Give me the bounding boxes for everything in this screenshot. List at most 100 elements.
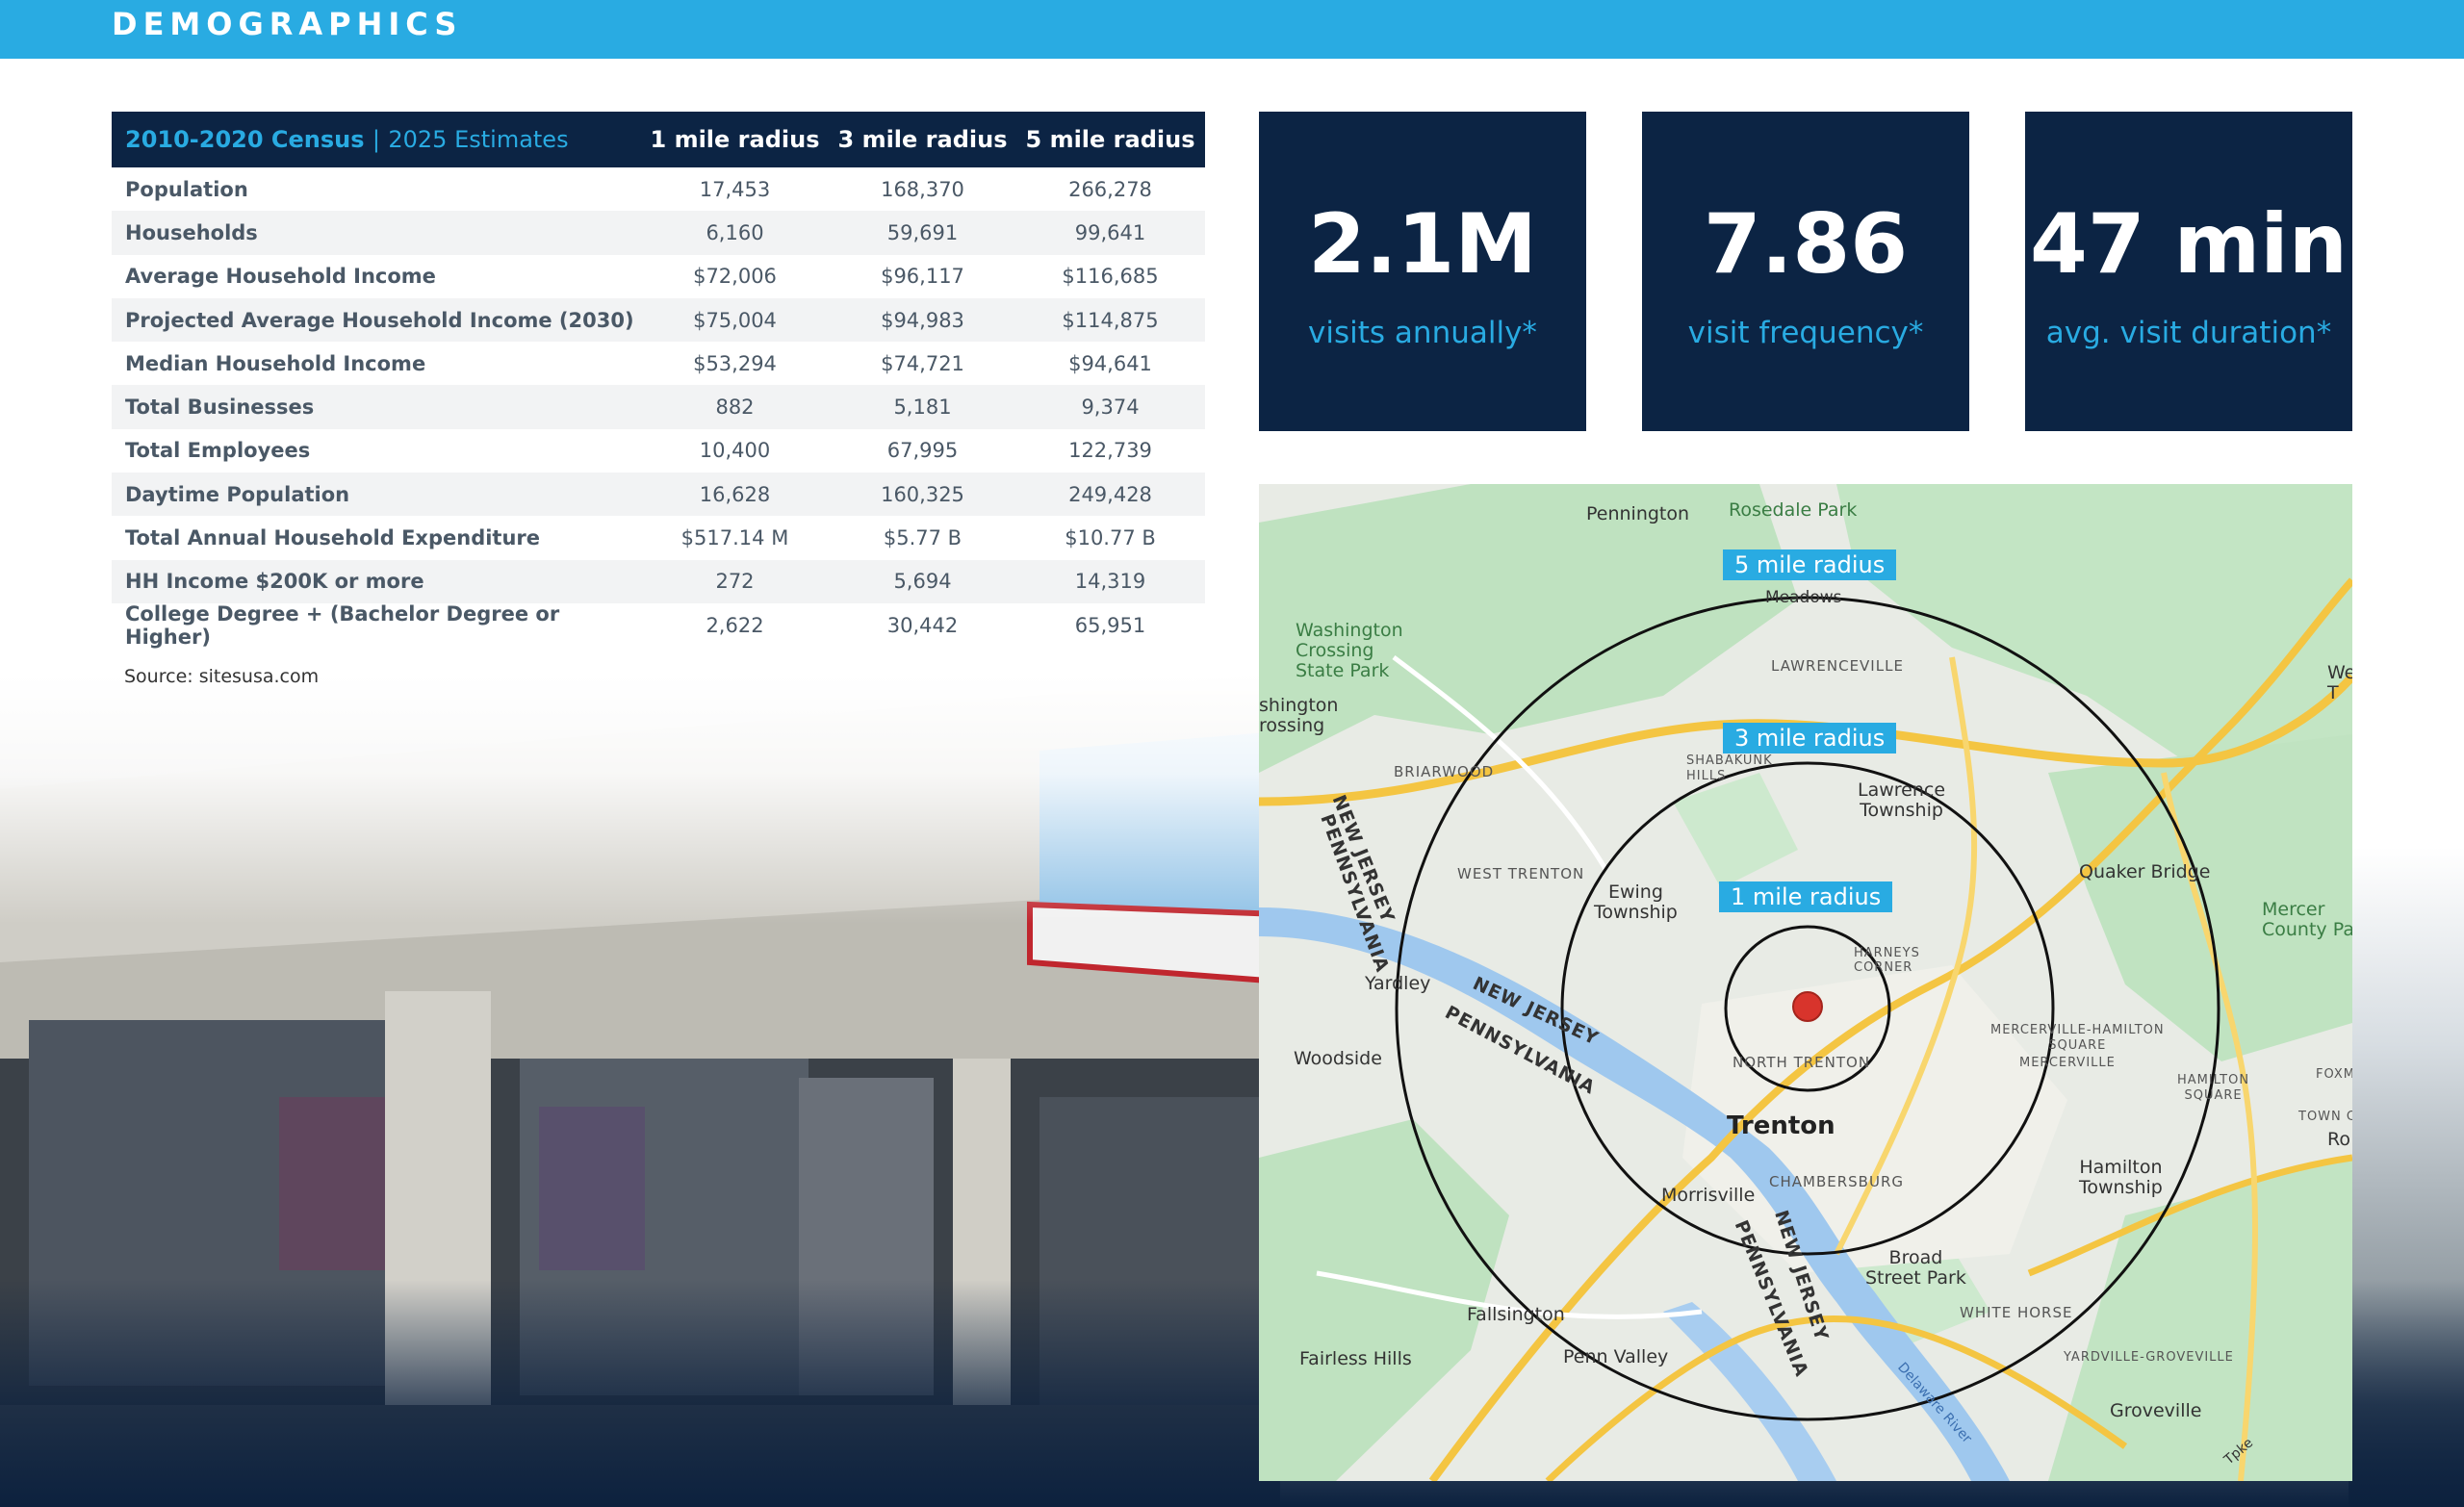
col-5mile: 5 mile radius [1025,126,1195,153]
cell-3mile: $94,983 [881,308,964,332]
page-title: DEMOGRAPHICS [112,6,463,42]
row-label: Total Businesses [125,396,315,420]
table-row: Average Household Income $72,006 $96,117 $1… [112,255,1205,298]
cell-5mile: 249,428 [1068,482,1152,506]
stat-card-frequency: 7.86 visit frequency* [1642,112,1969,431]
row-label: HH Income $200K or more [125,570,424,594]
radius-tag-3mile: 3 mile radius [1723,723,1897,754]
census-label: 2010-2020 Census [125,126,365,153]
cell-5mile: 65,951 [1074,613,1146,637]
row-label: Median Household Income [125,351,426,375]
table-row: Daytime Population 16,628 160,325 249,428 [112,473,1205,517]
table-header: 2010-2020 Census | 2025 Estimates 1 mile… [112,112,1205,167]
stat-card-duration: 47 min avg. visit duration* [2025,112,2352,431]
map-label: Yardley [1365,973,1431,994]
map-label: Fallsington [1467,1304,1565,1325]
table-header-title: 2010-2020 Census | 2025 Estimates [112,126,641,153]
map-label: MERCERVILLE [2019,1056,2116,1070]
map-label: Mercer County Pa [2262,899,2352,940]
map-label: Hamilton Township [2079,1157,2163,1198]
source-note: Source: sitesusa.com [124,666,320,687]
header-bar: DEMOGRAPHICS [0,0,2464,59]
cell-1mile: $75,004 [693,308,777,332]
cell-5mile: 9,374 [1081,396,1140,420]
map-label: WEST TRENTON [1457,865,1585,882]
cell-5mile: 99,641 [1074,220,1146,244]
cell-3mile: 67,995 [886,439,959,463]
stat-value: 7.86 [1703,196,1909,293]
table-row: Population 17,453 168,370 266,278 [112,167,1205,211]
cell-3mile: $74,721 [881,351,964,375]
stat-label: visits annually* [1308,316,1537,350]
cell-5mile: 14,319 [1074,570,1146,594]
row-label: Daytime Population [125,482,350,506]
cell-3mile: $5.77 B [883,526,962,550]
stat-value: 2.1M [1308,196,1537,293]
map-label: Penn Valley [1563,1346,1669,1367]
demographics-table: 2010-2020 Census | 2025 Estimates 1 mile… [112,112,1205,649]
stat-card-visits: 2.1M visits annually* [1259,112,1586,431]
col-3mile: 3 mile radius [837,126,1008,153]
row-label: Average Household Income [125,265,436,289]
map-label: NORTH TRENTON [1732,1054,1871,1071]
row-label: Projected Average Household Income (2030… [125,308,634,332]
col-1mile: 1 mile radius [650,126,820,153]
cell-3mile: $96,117 [881,265,964,289]
map-label: Rosedale Park [1729,499,1858,521]
cell-1mile: 272 [715,570,755,594]
cell-1mile: 6,160 [706,220,764,244]
map-label: HARNEYS CORNER [1854,946,1920,975]
map-label: YARDVILLE-GROVEVILLE [2064,1350,2234,1365]
map-label: Woodside [1294,1048,1382,1069]
radius-map[interactable]: 5 mile radius 3 mile radius 1 mile radiu… [1259,484,2352,1481]
cell-1mile: 2,622 [706,613,764,637]
map-label: Fairless Hills [1299,1348,1412,1369]
map-label: FOXM [2316,1067,2352,1082]
map-label: Pennington [1586,503,1690,524]
cell-5mile: $10.77 B [1065,526,1156,550]
row-label: Households [125,220,258,244]
cell-3mile: 160,325 [881,482,964,506]
map-label: MERCERVILLE-HAMILTON SQUARE [1990,1023,2165,1053]
map-label: LAWRENCEVILLE [1771,657,1904,675]
map-label: SHABAKUNK HILLS [1686,754,1773,783]
map-label: Morrisville [1661,1185,1756,1206]
cell-1mile: $53,294 [693,351,777,375]
map-label: We T [2327,662,2352,703]
row-label: College Degree + (Bachelor Degree or Hig… [125,601,560,649]
map-label: HAMILTON SQUARE [2177,1073,2250,1103]
map-label: Quaker Bridge [2079,861,2211,882]
cell-5mile: $114,875 [1062,308,1159,332]
map-label: BRIARWOOD [1394,763,1495,780]
cell-3mile: 5,181 [893,396,952,420]
table-row: Total Employees 10,400 67,995 122,739 [112,429,1205,473]
cell-5mile: 266,278 [1068,177,1152,201]
header-separator: | [372,126,380,153]
cell-1mile: 10,400 [699,439,771,463]
cell-1mile: 17,453 [699,177,771,201]
map-label: shington rossing [1259,695,1339,736]
table-row: HH Income $200K or more 272 5,694 14,319 [112,559,1205,603]
table-row: Median Household Income $53,294 $74,721 $94… [112,342,1205,385]
map-label: CHAMBERSBURG [1769,1173,1904,1190]
cell-3mile: 59,691 [886,220,959,244]
table-body: Population 17,453 168,370 266,278 Household… [112,167,1205,649]
cell-1mile: $517.14 M [680,526,789,550]
stat-label: avg. visit duration* [2045,316,2332,350]
map-label: Groveville [2110,1400,2202,1421]
cell-3mile: 168,370 [881,177,964,201]
cell-1mile: 882 [715,396,755,420]
cell-1mile: $72,006 [693,265,777,289]
map-label: Lawrence Township [1858,779,1946,821]
table-row: Total Annual Household Expenditure $517.1… [112,516,1205,559]
estimates-label: 2025 Estimates [388,126,569,153]
map-label: Trenton [1727,1111,1835,1140]
cell-5mile: 122,739 [1068,439,1152,463]
stat-label: visit frequency* [1687,316,1924,350]
map-label: Broad Street Park [1865,1247,1966,1289]
table-row: Total Businesses 882 5,181 9,374 [112,385,1205,429]
map-label: TOWN CO [2298,1110,2352,1124]
radius-tag-1mile: 1 mile radius [1719,881,1893,912]
map-label: WHITE HORSE [1960,1304,2073,1321]
cell-1mile: 16,628 [699,482,771,506]
